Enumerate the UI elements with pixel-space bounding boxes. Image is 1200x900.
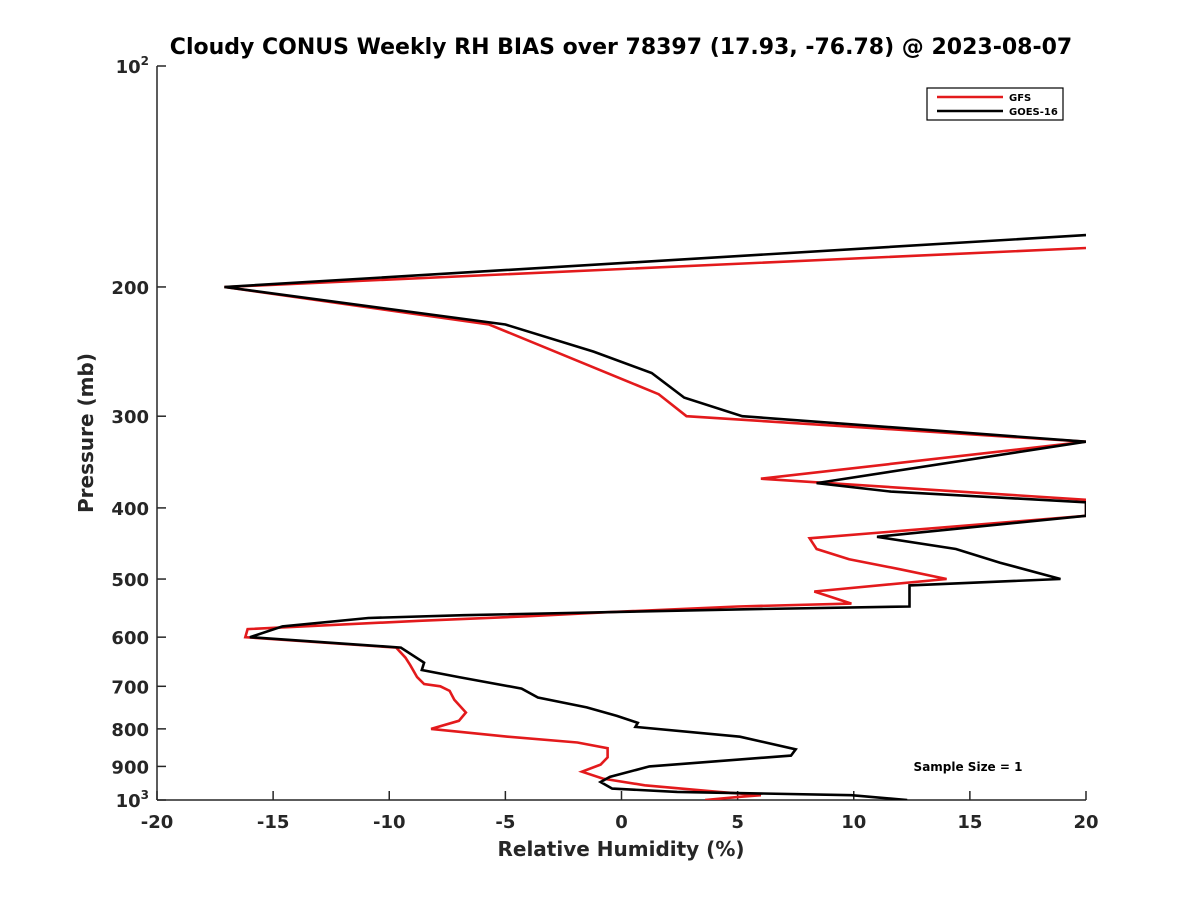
legend-box xyxy=(926,87,1064,121)
x-tick-label: -5 xyxy=(495,812,515,833)
x-tick-label: 10 xyxy=(841,812,866,833)
y-tick-label: 200 xyxy=(111,278,149,299)
y-tick-label: 102 xyxy=(116,54,149,78)
sample-size-annotation: Sample Size = 1 xyxy=(914,760,1023,774)
x-tick-label: -15 xyxy=(257,812,290,833)
y-tick-label: 900 xyxy=(111,757,149,778)
y-tick-label: 400 xyxy=(111,499,149,520)
y-axis-label: Pressure (mb) xyxy=(74,353,98,513)
y-tick-label: 500 xyxy=(111,570,149,591)
y-tick-label: 300 xyxy=(111,407,149,428)
x-tick-label: 20 xyxy=(1073,812,1098,833)
y-tick-label: 700 xyxy=(111,677,149,698)
legend-entry: GOES-16 xyxy=(1009,107,1058,118)
x-tick-label: 0 xyxy=(615,812,628,833)
x-tick-label: 15 xyxy=(957,812,982,833)
y-tick-label: 600 xyxy=(111,628,149,649)
series-line-goes-16 xyxy=(224,233,1086,800)
x-tick-label: -20 xyxy=(141,812,174,833)
chart-title: Cloudy CONUS Weekly RH BIAS over 78397 (… xyxy=(170,35,1072,60)
legend-entry: GFS xyxy=(1009,93,1031,104)
x-tick-label: -10 xyxy=(373,812,406,833)
y-tick-label: 800 xyxy=(111,720,149,741)
x-axis-label: Relative Humidity (%) xyxy=(497,837,744,861)
plot-area: -20 -15 -10 -5 0 5 10 15 20 102 200 300 400 500 600 700… xyxy=(111,54,1098,833)
series-line-gfs xyxy=(224,246,1086,800)
legend: GFS GOES-16 xyxy=(926,87,1064,121)
x-tick-label: 5 xyxy=(731,812,744,833)
y-tick-label: 103 xyxy=(116,788,149,812)
